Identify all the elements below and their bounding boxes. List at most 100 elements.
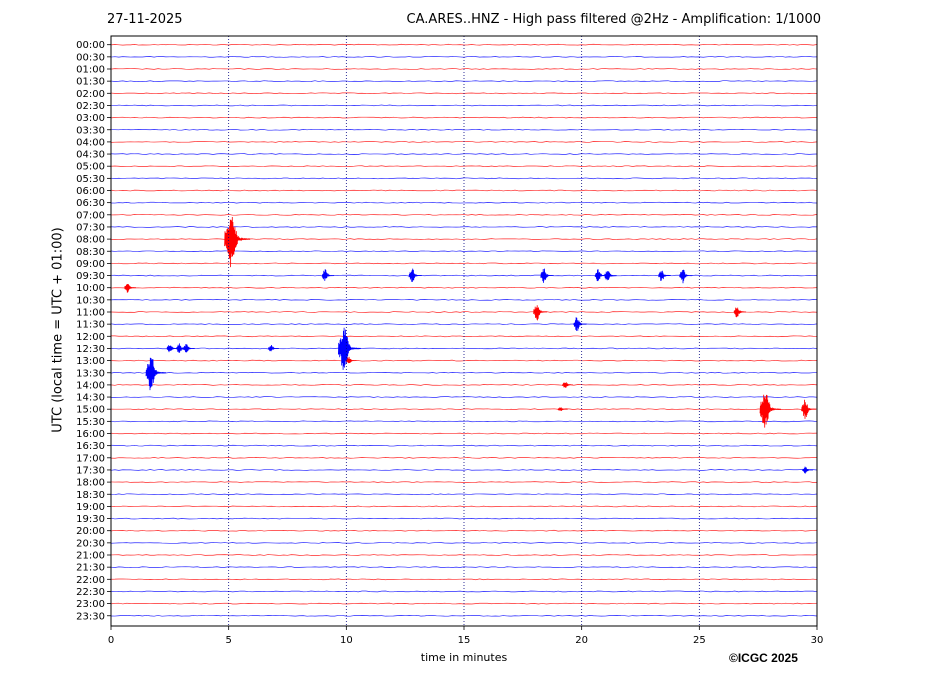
trace-08:00 bbox=[110, 238, 818, 240]
y-tick-label-16:00: 16:00 bbox=[76, 429, 105, 440]
y-tick-label-01:30: 01:30 bbox=[76, 77, 105, 88]
x-tick-label-5: 5 bbox=[225, 635, 231, 646]
y-tick-label-15:00: 15:00 bbox=[76, 405, 105, 416]
date-label: 27-11-2025 bbox=[107, 12, 183, 27]
event-11:00-9 bbox=[533, 305, 548, 321]
event-12:30-15 bbox=[268, 344, 279, 352]
y-tick-label-21:00: 21:00 bbox=[76, 551, 105, 562]
event-11:00-10 bbox=[733, 307, 746, 318]
y-tick-label-11:00: 11:00 bbox=[76, 308, 105, 319]
event-09:30-5 bbox=[604, 271, 617, 281]
trace-09:00 bbox=[110, 262, 818, 265]
y-tick-label-10:00: 10:00 bbox=[76, 283, 105, 294]
trace-15:30 bbox=[110, 420, 818, 423]
y-tick-label-15:30: 15:30 bbox=[76, 417, 105, 428]
y-tick-label-07:30: 07:30 bbox=[76, 222, 105, 233]
y-tick-label-23:30: 23:30 bbox=[76, 611, 105, 622]
trace-06:00 bbox=[110, 189, 818, 192]
trace-18:30 bbox=[110, 493, 818, 496]
copyright-label: ©ICGC 2025 bbox=[729, 651, 798, 665]
trace-17:30 bbox=[110, 469, 818, 471]
y-tick-label-18:30: 18:30 bbox=[76, 490, 105, 501]
y-tick-label-02:00: 02:00 bbox=[76, 89, 105, 100]
chart-title: CA.ARES..HNZ - High pass filtered @2Hz -… bbox=[406, 12, 821, 27]
event-14:00-19 bbox=[562, 382, 573, 388]
y-tick-label-22:00: 22:00 bbox=[76, 575, 105, 586]
y-tick-label-17:30: 17:30 bbox=[76, 465, 105, 476]
y-tick-label-09:30: 09:30 bbox=[76, 271, 105, 282]
y-tick-label-09:00: 09:00 bbox=[76, 259, 105, 270]
trace-17:00 bbox=[110, 457, 818, 459]
event-09:30-7 bbox=[679, 269, 693, 284]
y-tick-label-22:30: 22:30 bbox=[76, 587, 105, 598]
y-tick-label-11:30: 11:30 bbox=[76, 320, 105, 331]
event-15:00-22 bbox=[801, 399, 817, 419]
y-tick-label-05:30: 05:30 bbox=[76, 174, 105, 185]
y-tick-label-19:00: 19:00 bbox=[76, 502, 105, 513]
trace-16:00 bbox=[110, 432, 818, 435]
y-tick-label-19:30: 19:30 bbox=[76, 514, 105, 525]
y-tick-label-23:00: 23:00 bbox=[76, 599, 105, 610]
trace-19:30 bbox=[110, 517, 818, 520]
x-tick-label-15: 15 bbox=[458, 635, 471, 646]
event-09:30-6 bbox=[658, 270, 671, 281]
trace-00:00 bbox=[110, 43, 818, 46]
y-tick-label-05:00: 05:00 bbox=[76, 162, 105, 173]
trace-18:00 bbox=[110, 481, 818, 483]
y-tick-label-03:00: 03:00 bbox=[76, 113, 105, 124]
event-12:30-14 bbox=[183, 344, 195, 353]
x-tick-label-25: 25 bbox=[693, 635, 706, 646]
y-tick-label-01:00: 01:00 bbox=[76, 65, 105, 76]
x-axis-label: time in minutes bbox=[420, 651, 508, 664]
y-tick-label-10:30: 10:30 bbox=[76, 295, 105, 306]
event-09:30-3 bbox=[540, 268, 554, 283]
x-tick-label-10: 10 bbox=[340, 635, 353, 646]
y-tick-label-08:00: 08:00 bbox=[76, 235, 105, 246]
y-tick-label-06:00: 06:00 bbox=[76, 186, 105, 197]
y-tick-label-14:00: 14:00 bbox=[76, 380, 105, 391]
trace-05:00 bbox=[110, 165, 818, 168]
y-tick-label-04:30: 04:30 bbox=[76, 150, 105, 161]
event-12:30-16 bbox=[338, 327, 362, 370]
event-09:30-2 bbox=[408, 268, 422, 282]
event-15:00-21 bbox=[759, 394, 782, 428]
y-tick-label-12:30: 12:30 bbox=[76, 344, 105, 355]
y-tick-label-06:30: 06:30 bbox=[76, 198, 105, 209]
event-17:30-23 bbox=[802, 466, 814, 474]
trace-16:30 bbox=[110, 444, 818, 447]
event-11:30-11 bbox=[573, 317, 587, 331]
y-tick-label-13:00: 13:00 bbox=[76, 356, 105, 367]
trace-19:00 bbox=[110, 505, 818, 508]
y-tick-label-07:00: 07:00 bbox=[76, 210, 105, 221]
event-08:00-0 bbox=[224, 216, 251, 268]
event-09:30-1 bbox=[321, 269, 335, 281]
trace-06:30 bbox=[110, 201, 818, 204]
x-tick-label-0: 0 bbox=[108, 635, 114, 646]
event-15:00-20 bbox=[557, 407, 568, 411]
trace-10:00 bbox=[110, 286, 818, 289]
y-tick-label-14:30: 14:30 bbox=[76, 393, 105, 404]
y-tick-label-20:30: 20:30 bbox=[76, 538, 105, 549]
trace-07:00 bbox=[110, 213, 818, 216]
x-tick-label-30: 30 bbox=[811, 635, 824, 646]
event-13:00-17 bbox=[345, 356, 357, 364]
y-tick-label-20:00: 20:00 bbox=[76, 526, 105, 537]
y-tick-label-00:30: 00:30 bbox=[76, 52, 105, 63]
y-tick-label-16:30: 16:30 bbox=[76, 441, 105, 452]
y-tick-label-13:30: 13:30 bbox=[76, 368, 105, 379]
x-tick-label-20: 20 bbox=[575, 635, 588, 646]
y-tick-label-04:00: 04:00 bbox=[76, 137, 105, 148]
y-tick-label-00:00: 00:00 bbox=[76, 40, 105, 51]
y-tick-label-18:00: 18:00 bbox=[76, 478, 105, 489]
trace-01:00 bbox=[110, 68, 818, 70]
trace-08:30 bbox=[110, 250, 818, 253]
y-tick-label-12:00: 12:00 bbox=[76, 332, 105, 343]
y-tick-label-08:30: 08:30 bbox=[76, 247, 105, 258]
trace-07:30 bbox=[110, 226, 818, 228]
event-13:30-18 bbox=[145, 357, 167, 391]
y-tick-label-21:30: 21:30 bbox=[76, 563, 105, 574]
trace-11:00 bbox=[110, 311, 818, 313]
trace-09:30 bbox=[110, 274, 818, 277]
trace-05:30 bbox=[110, 177, 818, 180]
